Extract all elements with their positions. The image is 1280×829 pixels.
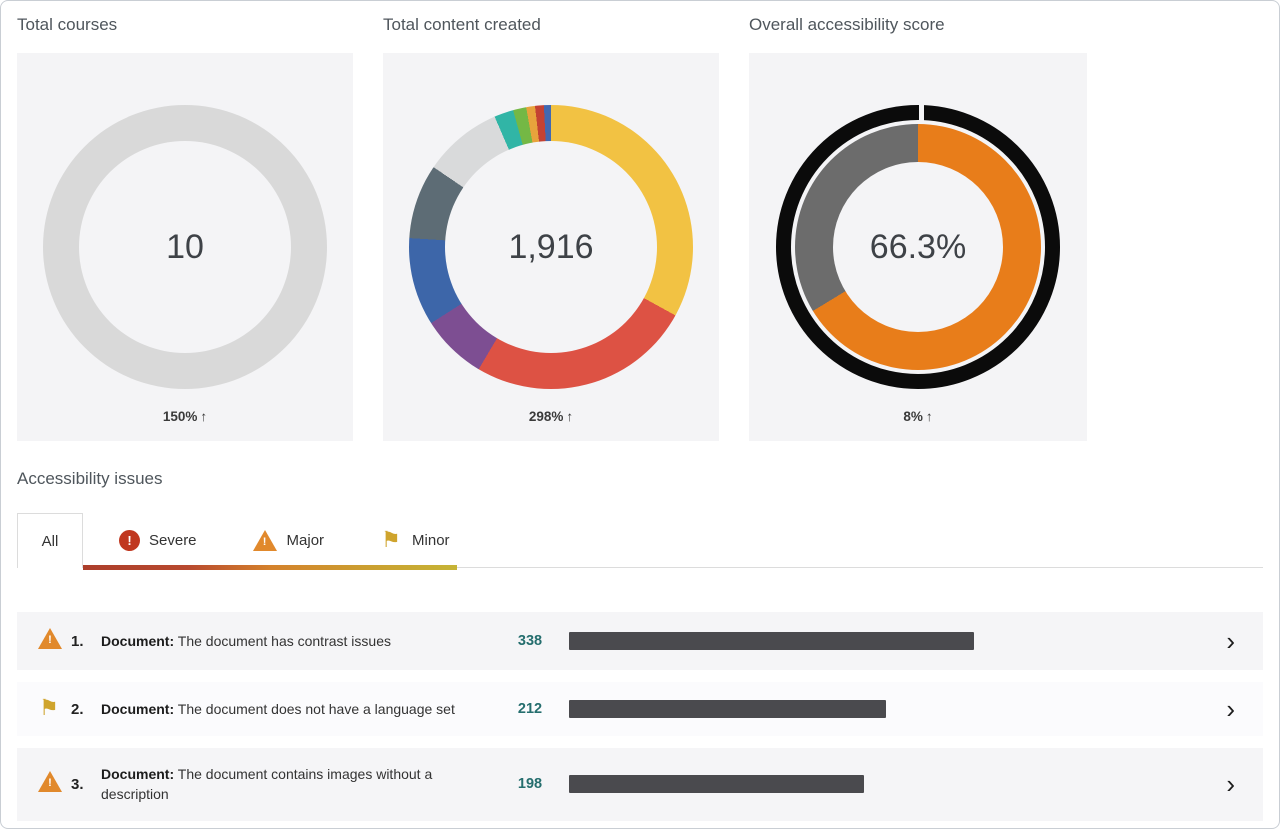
accessibility-score-donut: 66.3% xyxy=(795,124,1041,370)
tab-severe[interactable]: Severe xyxy=(119,513,197,567)
chevron-right-icon[interactable] xyxy=(1226,631,1243,651)
issue-row-1[interactable]: 1. Document: The document has contrast i… xyxy=(17,612,1263,670)
issue-rank: 3. xyxy=(71,775,84,793)
issue-count: 338 xyxy=(517,633,543,649)
major-warning-icon xyxy=(252,529,278,551)
up-arrow-icon: ↑ xyxy=(200,409,208,424)
accessibility-score-section: Overall accessibility score 66.3% 8% ↑ xyxy=(749,15,1087,441)
tab-minor-label: Minor xyxy=(412,531,450,549)
issue-bar xyxy=(569,775,864,794)
total-content-card: 1,916 298% ↑ xyxy=(383,53,719,441)
accessibility-score-value: 66.3% xyxy=(869,227,967,266)
accessibility-score-trend: 8% ↑ xyxy=(903,409,932,424)
trend-value: 298% xyxy=(528,409,564,424)
tab-severe-label: Severe xyxy=(149,531,197,549)
tab-all-label: All xyxy=(41,532,59,550)
total-courses-section: Total courses 10 150% ↑ xyxy=(17,15,353,441)
issue-bar xyxy=(569,700,886,718)
up-arrow-icon: ↑ xyxy=(566,409,574,424)
major-warning-icon xyxy=(37,628,63,649)
issue-bar-track xyxy=(569,700,1009,718)
content-types-donut-chart: 1,916 xyxy=(409,105,693,389)
minor-flag-icon xyxy=(37,698,61,718)
total-content-trend: 298% ↑ xyxy=(529,409,573,424)
total-courses-value: 10 xyxy=(166,227,204,266)
total-content-value: 1,916 xyxy=(508,227,594,266)
issue-count: 212 xyxy=(517,701,543,717)
issue-count: 198 xyxy=(517,776,543,793)
total-courses-card: 10 150% ↑ xyxy=(17,53,353,441)
issue-row-3[interactable]: 3. Document: The document contains image… xyxy=(17,748,1263,821)
issue-rank: 2. xyxy=(71,700,84,718)
chevron-right-icon[interactable] xyxy=(1226,774,1243,794)
total-courses-donut-chart: 10 xyxy=(43,105,327,389)
issue-description: Document: The document contains images w… xyxy=(101,766,433,803)
total-content-section: Total content created 1,916 298% ↑ xyxy=(383,15,719,441)
summary-cards: Total courses 10 150% ↑ Total content cre… xyxy=(1,1,1279,441)
issue-row-2[interactable]: 2. Document: The document does not have … xyxy=(17,682,1263,736)
gauge-center: 66.3% xyxy=(833,162,1003,332)
issue-severity-tabs: All Severe Major Minor xyxy=(17,513,1263,570)
accessibility-score-gauge: 66.3% xyxy=(776,104,1060,389)
issue-bar xyxy=(569,632,974,650)
minor-flag-icon xyxy=(379,530,403,550)
trend-value: 8% xyxy=(903,409,923,424)
donut-center: 10 xyxy=(79,141,291,353)
accessibility-score-title: Overall accessibility score xyxy=(749,15,945,34)
issue-bar-track xyxy=(569,632,1009,650)
major-warning-icon xyxy=(37,771,63,793)
severity-gradient-bar xyxy=(83,565,457,570)
chevron-right-icon[interactable] xyxy=(1226,699,1243,719)
accessibility-issues-heading: Accessibility issues xyxy=(17,469,163,488)
tab-all[interactable]: All xyxy=(17,513,83,568)
tab-major[interactable]: Major xyxy=(252,513,325,567)
issue-description: Document: The document does not have a l… xyxy=(101,700,455,717)
severe-icon xyxy=(119,529,140,551)
issue-description: Document: The document has contrast issu… xyxy=(101,632,391,649)
gauge-notch xyxy=(919,104,924,121)
accessibility-issue-list: 1. Document: The document has contrast i… xyxy=(17,612,1263,821)
donut-center: 1,916 xyxy=(445,141,657,353)
total-content-title: Total content created xyxy=(383,15,541,34)
tab-minor[interactable]: Minor xyxy=(379,513,450,567)
accessibility-score-card: 66.3% 8% ↑ xyxy=(749,53,1087,441)
up-arrow-icon: ↑ xyxy=(925,409,933,424)
total-courses-title: Total courses xyxy=(17,15,118,34)
issue-bar-track xyxy=(569,775,1009,794)
total-courses-trend: 150% ↑ xyxy=(163,409,207,424)
issue-rank: 1. xyxy=(71,632,84,650)
tab-major-label: Major xyxy=(286,531,325,549)
trend-value: 150% xyxy=(162,409,198,424)
